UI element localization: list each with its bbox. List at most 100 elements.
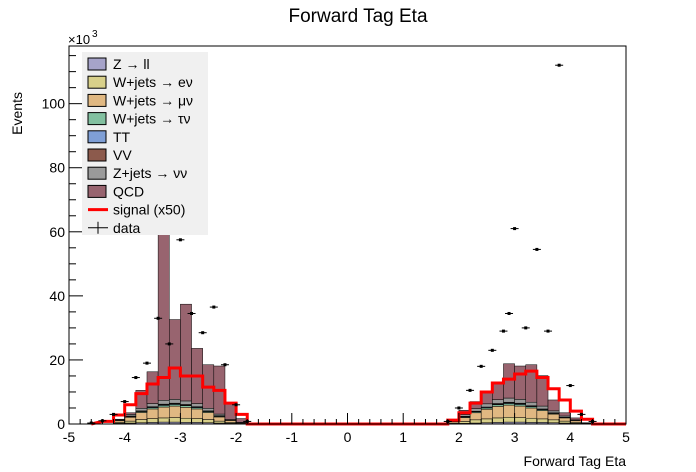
bar-1-18 (492, 417, 504, 423)
legend-label: W+jets → τν (113, 111, 191, 127)
data-point (142, 361, 151, 365)
x-tick-label: -1 (286, 429, 299, 445)
y-tick-label: 20 (49, 352, 65, 368)
legend-label: W+jets → eν (113, 74, 193, 90)
bar-6-18 (492, 399, 504, 404)
bar-6-5 (157, 400, 170, 405)
y-axis-multiplier: ×10 3 (68, 29, 98, 47)
data-point (488, 348, 497, 352)
bar-1-6 (169, 417, 181, 423)
bar-2-24 (558, 417, 571, 422)
bar-6-9 (202, 408, 215, 412)
bar-2-22 (536, 410, 549, 420)
legend-swatch (87, 93, 107, 107)
data-point (176, 238, 185, 242)
bar-7-25 (570, 417, 582, 421)
data-point (109, 412, 118, 416)
bar-2-23 (547, 413, 560, 421)
bar-1-17 (480, 418, 493, 423)
data-point (198, 331, 207, 335)
bar-6-23 (547, 410, 560, 414)
bar-7-20 (514, 365, 526, 400)
bar-7-6 (169, 319, 181, 400)
bar-6-7 (180, 400, 192, 405)
legend-label: data (113, 220, 140, 236)
bar-2-6 (169, 405, 181, 418)
bar-2-18 (492, 406, 504, 419)
bar-1-20 (514, 417, 526, 423)
x-tick-label: 3 (511, 429, 519, 445)
y-multiplier-exponent: 3 (92, 29, 98, 40)
legend-swatch (87, 166, 107, 180)
x-axis-label: Forward Tag Eta (524, 453, 627, 469)
data-point (499, 329, 508, 333)
bar-7-24 (558, 412, 571, 417)
bar-2-5 (157, 406, 170, 419)
bar-2-9 (202, 412, 215, 420)
data-point (165, 342, 174, 346)
x-tick-label: 2 (455, 429, 463, 445)
data-point (521, 326, 530, 330)
bar-1-16 (469, 419, 482, 424)
bar-2-4 (146, 408, 159, 419)
legend-swatch (87, 148, 107, 162)
chart-title: Forward Tag Eta (288, 6, 427, 27)
bar-7-2 (124, 412, 137, 415)
legend-entry: Z+jets → νν (87, 165, 187, 181)
bar-1-4 (146, 418, 159, 423)
bar-1-5 (157, 417, 170, 423)
y-tick-label: 0 (57, 416, 65, 432)
x-tick-label: 0 (344, 429, 352, 445)
bar-2-20 (514, 405, 526, 418)
bar-1-22 (536, 418, 549, 423)
legend-label: QCD (113, 183, 144, 199)
data-point (131, 376, 140, 380)
data-point (466, 388, 475, 392)
bar-6-20 (514, 399, 526, 404)
bar-1-24 (558, 420, 571, 424)
bar-1-9 (202, 419, 215, 423)
bar-7-4 (146, 371, 159, 404)
data-point (187, 311, 196, 315)
bar-2-3 (135, 412, 148, 420)
legend-label: W+jets → μν (113, 92, 193, 108)
legend-entry: W+jets → μν (87, 92, 193, 108)
bar-2-17 (480, 409, 493, 420)
x-tick-label: -2 (230, 429, 243, 445)
data-point (505, 311, 514, 315)
bar-2-21 (525, 407, 538, 419)
legend-swatch (87, 184, 107, 198)
bar-7-7 (180, 303, 192, 402)
legend: Z → ll W+jets → eν W+jets → μν W+jets → τν T… (82, 52, 208, 236)
legend-entry: W+jets → τν (87, 111, 191, 127)
y-tick-label: 100 (42, 96, 66, 112)
legend-label: signal (x50) (113, 202, 185, 218)
bar-6-22 (536, 405, 549, 410)
x-tick-label: -4 (118, 429, 131, 445)
x-tick-label: -3 (174, 429, 187, 445)
legend-entry: VV (87, 147, 132, 163)
legend-label: Z+jets → νν (113, 165, 187, 181)
x-tick-label: 4 (566, 429, 574, 445)
bar-7-1 (113, 418, 125, 421)
legend-swatch (87, 130, 107, 144)
bar-7-23 (547, 399, 560, 412)
legend-entry: W+jets → eν (87, 74, 193, 90)
series-7 (113, 225, 582, 423)
bar-6-16 (469, 408, 482, 412)
legend-entry: Z → ll (87, 56, 150, 72)
bar-1-7 (180, 417, 192, 423)
legend-swatch (87, 75, 107, 89)
bar-2-15 (458, 417, 471, 422)
bar-7-19 (503, 363, 515, 399)
data-point (544, 329, 553, 333)
bar-2-16 (469, 412, 482, 421)
bar-6-19 (503, 397, 515, 403)
bar-2-11 (224, 420, 237, 423)
data-point (154, 316, 163, 320)
bar-7-18 (492, 382, 504, 400)
legend-swatch (87, 112, 107, 126)
legend-entry: QCD (87, 183, 144, 199)
legend-label: TT (113, 129, 131, 145)
